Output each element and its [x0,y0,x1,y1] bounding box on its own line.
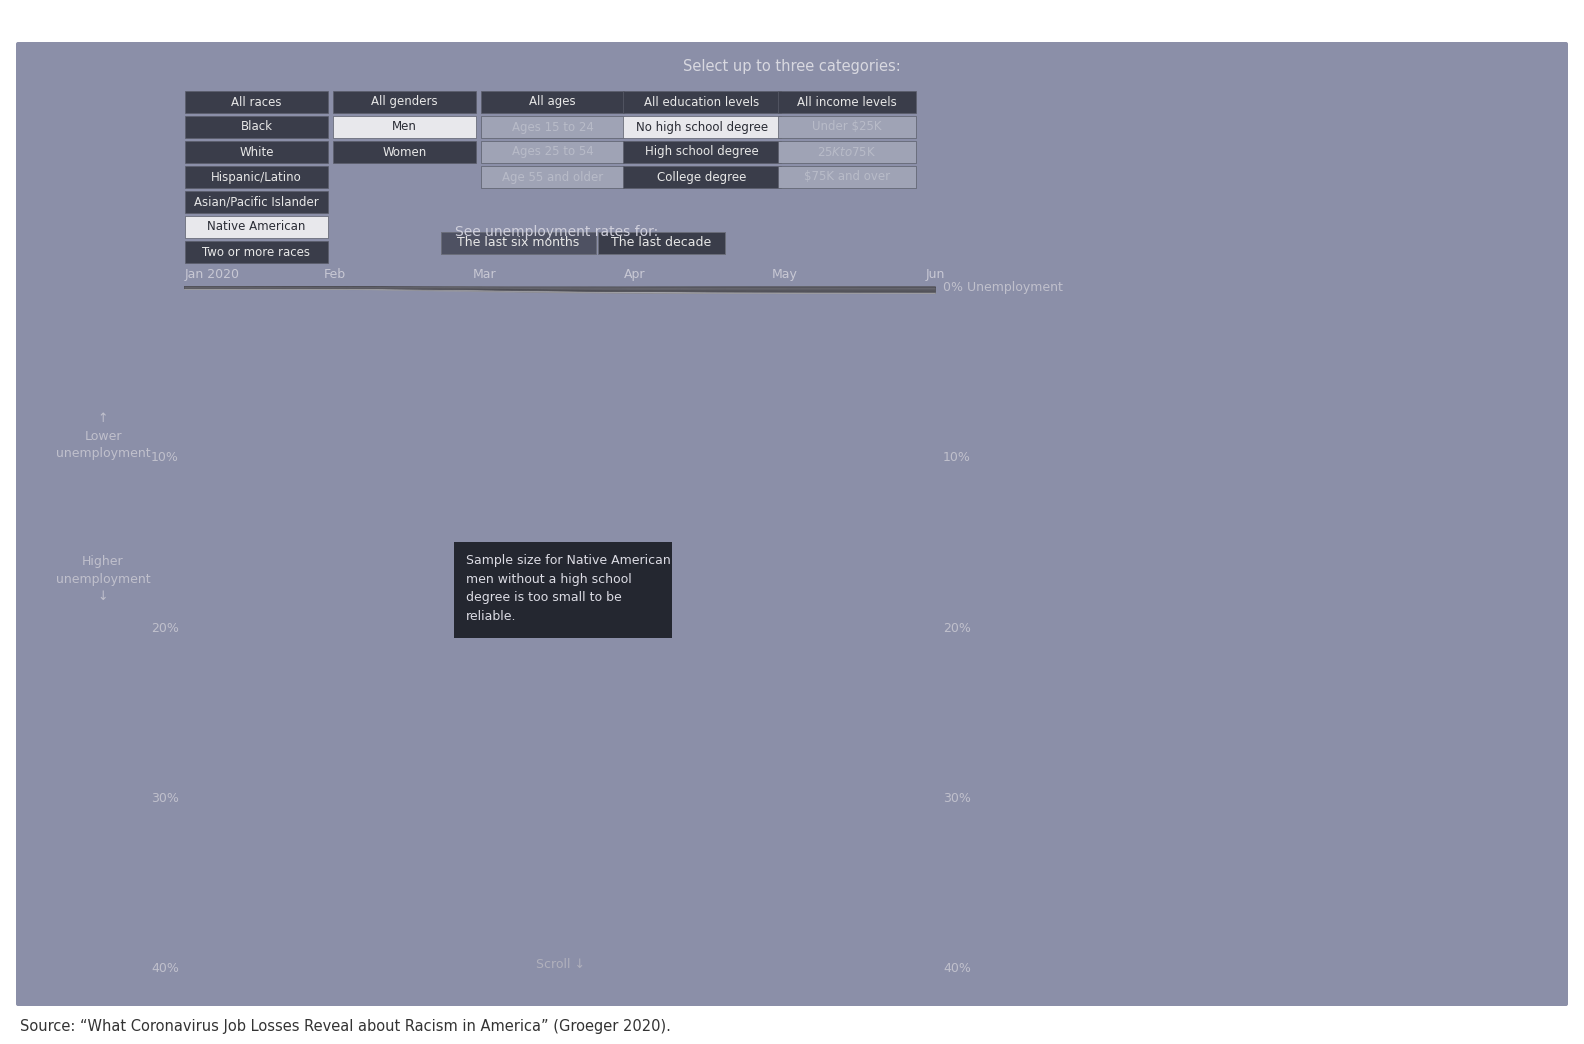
Text: 10%: 10% [150,451,179,464]
FancyBboxPatch shape [623,141,781,163]
FancyBboxPatch shape [482,91,624,113]
Text: May: May [771,268,798,281]
Text: College degree: College degree [657,170,746,184]
Text: 20%: 20% [150,621,179,635]
Text: Under $25K: Under $25K [813,120,882,134]
Text: 20%: 20% [942,621,971,635]
Text: No high school degree: No high school degree [635,120,768,134]
Text: $25K to $75K: $25K to $75K [817,145,876,159]
FancyBboxPatch shape [482,166,624,188]
Text: 40%: 40% [942,963,971,975]
Text: Sample size for Native American
men without a high school
degree is too small to: Sample size for Native American men with… [466,554,670,622]
FancyBboxPatch shape [778,91,916,113]
FancyBboxPatch shape [455,542,672,638]
Text: Apr: Apr [624,268,646,281]
Text: Source: “What Coronavirus Job Losses Reveal about Racism in America” (Groeger 20: Source: “What Coronavirus Job Losses Rev… [21,1019,672,1034]
FancyBboxPatch shape [185,141,328,163]
Text: Age 55 and older: Age 55 and older [502,170,604,184]
Text: Ages 15 to 24: Ages 15 to 24 [512,120,594,134]
Text: Women: Women [382,145,426,159]
Text: All ages: All ages [529,95,577,109]
FancyBboxPatch shape [778,141,916,163]
Text: All genders: All genders [371,95,437,109]
Text: 30%: 30% [150,792,179,805]
FancyBboxPatch shape [185,191,328,213]
FancyBboxPatch shape [333,116,477,138]
FancyBboxPatch shape [440,232,596,254]
Text: Scroll ↓: Scroll ↓ [535,957,584,971]
FancyBboxPatch shape [185,166,328,188]
Text: 0% Unemployment: 0% Unemployment [942,281,1063,293]
FancyBboxPatch shape [185,116,328,138]
Text: All races: All races [231,95,282,109]
Text: Higher
unemployment
↓: Higher unemployment ↓ [55,554,150,603]
Text: High school degree: High school degree [645,145,759,159]
FancyBboxPatch shape [185,91,328,113]
FancyBboxPatch shape [623,116,781,138]
Text: Two or more races: Two or more races [203,245,310,259]
Text: $75K and over: $75K and over [805,170,890,184]
FancyBboxPatch shape [185,216,328,238]
Text: White: White [239,145,274,159]
Text: All income levels: All income levels [797,95,897,109]
FancyBboxPatch shape [599,232,725,254]
Text: See unemployment rates for:: See unemployment rates for: [455,226,659,239]
Text: Asian/Pacific Islander: Asian/Pacific Islander [195,195,318,209]
Text: Jun: Jun [925,268,944,281]
FancyBboxPatch shape [623,91,781,113]
Text: Ages 25 to 54: Ages 25 to 54 [512,145,594,159]
FancyBboxPatch shape [482,116,624,138]
Text: All education levels: All education levels [645,95,760,109]
Text: 40%: 40% [150,963,179,975]
Text: Black: Black [241,120,272,134]
Text: Feb: Feb [325,268,345,281]
Text: ↑
Lower
unemployment: ↑ Lower unemployment [55,411,150,460]
Text: Jan 2020: Jan 2020 [185,268,241,281]
FancyBboxPatch shape [778,166,916,188]
FancyBboxPatch shape [623,166,781,188]
Text: Native American: Native American [208,220,306,234]
FancyBboxPatch shape [333,91,477,113]
Text: 30%: 30% [942,792,971,805]
Text: Mar: Mar [474,268,497,281]
Text: Select up to three categories:: Select up to three categories: [683,58,901,73]
FancyBboxPatch shape [778,116,916,138]
Text: 10%: 10% [942,451,971,464]
Text: Men: Men [393,120,417,134]
Text: The last six months: The last six months [456,237,580,250]
Text: The last decade: The last decade [611,237,711,250]
FancyBboxPatch shape [16,42,1568,1006]
Text: Hispanic/Latino: Hispanic/Latino [211,170,303,184]
FancyBboxPatch shape [482,141,624,163]
FancyBboxPatch shape [185,241,328,263]
FancyBboxPatch shape [333,141,477,163]
